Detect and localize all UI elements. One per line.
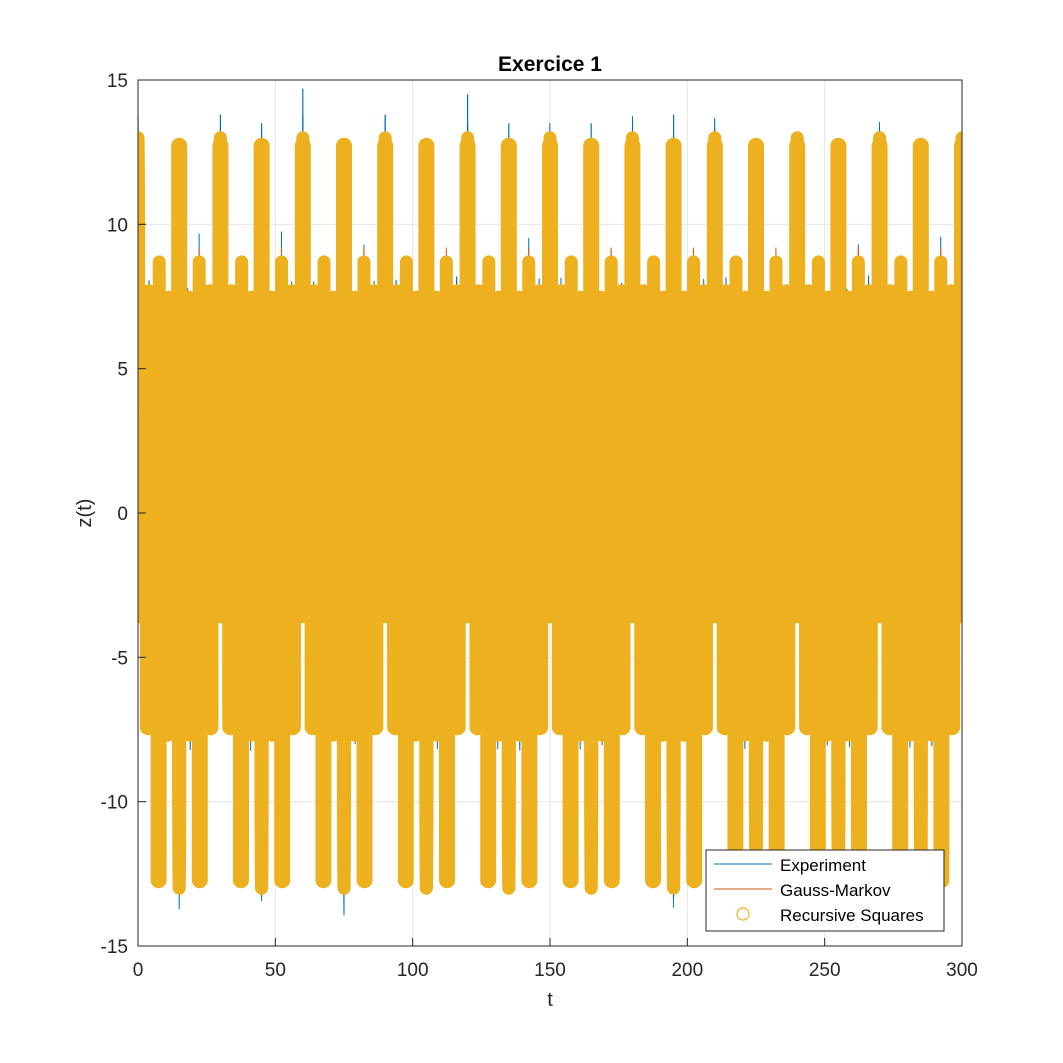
axis-ticks: 0 50 100 150 200 250 300 -15 -10 -5 0 5 10 15 <box>101 71 978 981</box>
recursive-squares-secondary-peak <box>345 290 362 736</box>
recursive-squares-secondary-peak <box>284 290 301 736</box>
y-tick-label: 5 <box>117 360 128 381</box>
recursive-squares-secondary-peak <box>408 290 425 736</box>
legend-recursive-squares-swatch <box>736 907 750 921</box>
y-tick-label: 10 <box>107 215 128 236</box>
x-axis-label: t <box>547 989 553 1011</box>
recursive-squares-secondary-peak <box>738 290 755 736</box>
recursive-squares-secondary-peak <box>922 290 939 736</box>
recursive-squares-secondary-peak <box>304 290 321 736</box>
x-tick-label: 100 <box>397 960 429 981</box>
recursive-squares-secondary-peak <box>944 290 961 736</box>
x-tick-label: 150 <box>534 960 566 981</box>
recursive-squares-secondary-peak <box>696 290 713 736</box>
recursive-squares-secondary-peak <box>820 290 837 736</box>
x-tick-label: 0 <box>133 960 144 981</box>
y-tick-label: -5 <box>111 648 128 669</box>
recursive-squares-secondary-peak <box>469 290 486 736</box>
legend-gauss-markov-label: Gauss-Markov <box>780 881 891 900</box>
recursive-squares-secondary-peak <box>655 290 672 736</box>
recursive-squares-secondary-peak <box>840 290 857 736</box>
recursive-squares-secondary-peak <box>490 290 507 736</box>
recursive-squares-secondary-peak <box>510 290 527 736</box>
legend-experiment-label: Experiment <box>780 856 866 875</box>
recursive-squares-secondary-peak <box>593 290 610 736</box>
recursive-squares-secondary-peak <box>551 290 568 736</box>
x-tick-label: 250 <box>809 960 841 981</box>
recursive-squares-secondary-peak <box>367 290 384 736</box>
data-layer <box>138 88 962 916</box>
recursive-squares-secondary-peak <box>202 290 219 736</box>
x-tick-label: 300 <box>946 960 978 981</box>
recursive-squares-secondary-peak <box>326 290 343 736</box>
recursive-squares-secondary-peak <box>222 290 239 736</box>
recursive-squares-secondary-peak <box>263 290 280 736</box>
recursive-squares-secondary-peak <box>532 290 549 736</box>
recursive-squares-secondary-peak <box>614 290 631 736</box>
recursive-squares-secondary-peak <box>757 290 774 736</box>
y-tick-label: 0 <box>117 504 128 525</box>
recursive-squares-secondary-peak <box>716 290 733 736</box>
recursive-squares-secondary-peak <box>139 290 156 736</box>
recursive-squares-secondary-peak <box>861 290 878 736</box>
recursive-squares-secondary-peak <box>449 290 466 736</box>
y-tick-label: -15 <box>101 937 128 958</box>
recursive-squares-secondary-peak <box>634 290 651 736</box>
x-tick-label: 50 <box>265 960 286 981</box>
y-tick-label: -10 <box>101 793 128 814</box>
legend-recursive-squares-label: Recursive Squares <box>780 906 924 925</box>
recursive-squares-secondary-peak <box>675 290 692 736</box>
recursive-squares-secondary-peak <box>181 290 198 736</box>
recursive-squares-secondary-peak <box>779 290 796 736</box>
recursive-squares-secondary-peak <box>573 290 590 736</box>
recursive-squares-secondary-peak <box>243 290 260 736</box>
chart-title: Exercice 1 <box>498 53 602 76</box>
x-tick-label: 200 <box>671 960 703 981</box>
y-tick-label: 15 <box>107 71 128 92</box>
legend: Experiment Gauss-Markov Recursive Square… <box>705 849 945 932</box>
y-axis-label: z(t) <box>74 499 96 528</box>
recursive-squares-secondary-peak <box>387 290 404 736</box>
recursive-squares-secondary-peak <box>881 290 898 736</box>
recursive-squares-secondary-peak <box>428 290 445 736</box>
recursive-squares-secondary-peak <box>799 290 816 736</box>
recursive-squares-secondary-peak <box>902 290 919 736</box>
recursive-squares-secondary-peak <box>161 290 178 736</box>
